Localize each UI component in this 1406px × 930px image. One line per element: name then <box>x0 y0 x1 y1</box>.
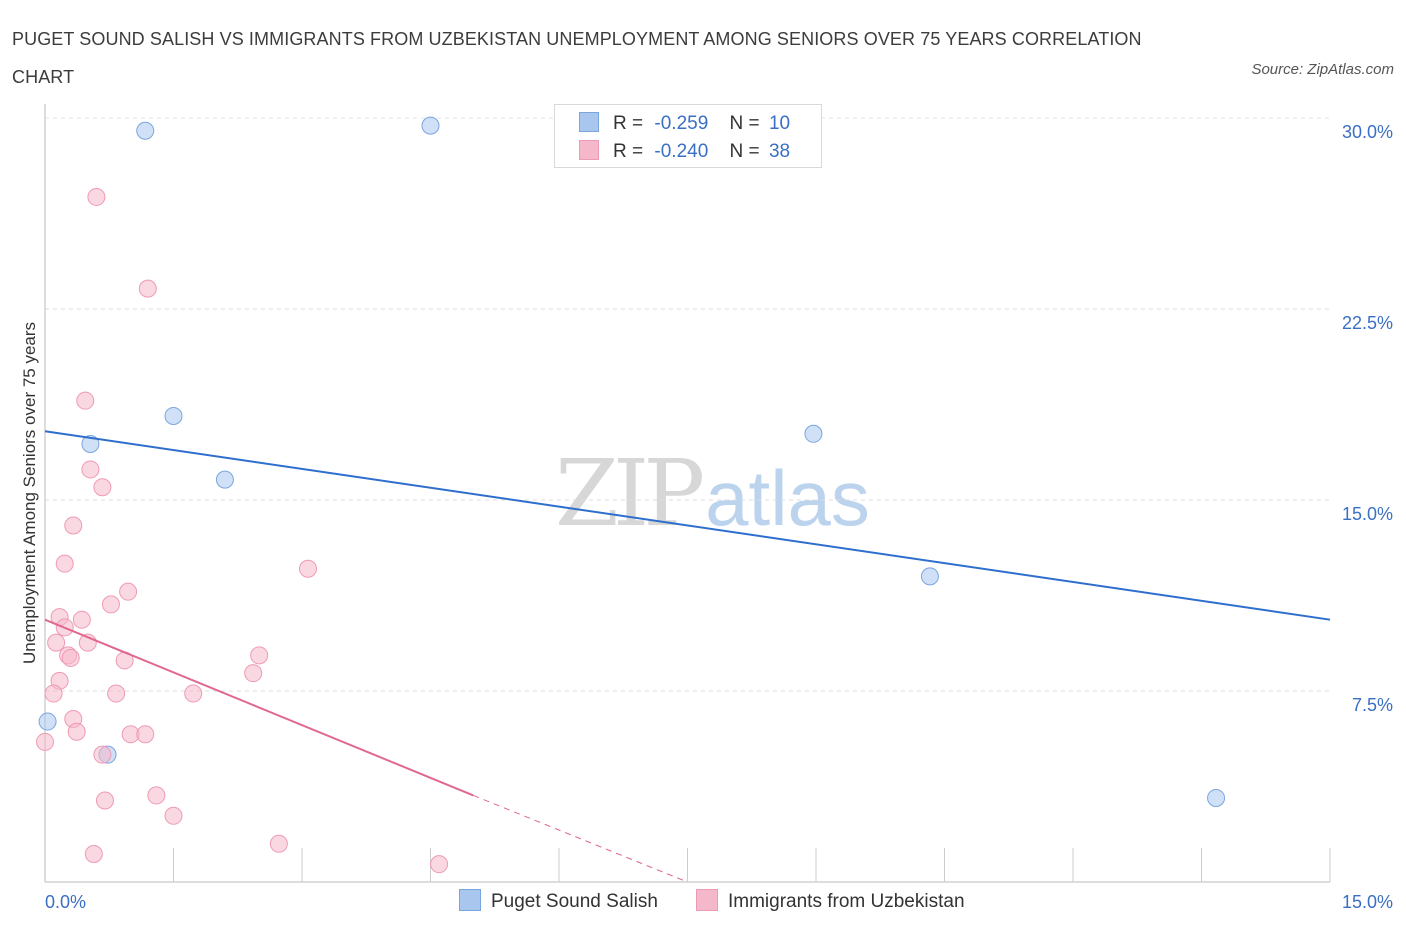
watermark: ZIPatlas <box>555 440 870 547</box>
data-point-uzbekistan <box>44 684 63 703</box>
stats-n-value: 38 <box>768 141 791 162</box>
y-axis-label: Unemployment Among Seniors over 75 years <box>20 322 39 664</box>
data-point-uzbekistan <box>147 786 166 805</box>
data-point-uzbekistan <box>93 745 112 764</box>
data-point-salish <box>804 424 823 443</box>
watermark-zip: ZIP <box>555 440 705 547</box>
data-point-salish <box>164 406 183 425</box>
data-point-uzbekistan <box>64 516 83 535</box>
data-point-uzbekistan <box>61 648 80 667</box>
y-tick-label: 30.0% <box>1342 122 1393 142</box>
data-point-uzbekistan <box>87 187 106 206</box>
data-point-uzbekistan <box>101 595 120 614</box>
watermark-atlas: atlas <box>705 454 870 542</box>
stats-swatch-uzbekistan <box>579 140 599 160</box>
trend-line-uzbekistan <box>44 618 474 797</box>
x-tick-label: 0.0% <box>45 892 86 912</box>
data-point-uzbekistan <box>93 478 112 497</box>
data-point-uzbekistan <box>138 279 157 298</box>
legend-label-uzbekistan: Immigrants from Uzbekistan <box>728 891 965 912</box>
data-point-uzbekistan <box>250 646 269 665</box>
source-label: Source: ZipAtlas.com <box>1251 61 1394 78</box>
data-point-uzbekistan <box>81 460 100 479</box>
data-point-uzbekistan <box>95 791 114 810</box>
stats-r-label: R = <box>613 113 644 134</box>
data-point-uzbekistan <box>136 725 155 744</box>
y-tick-label: 7.5% <box>1352 695 1393 715</box>
data-point-uzbekistan <box>67 722 86 741</box>
data-point-uzbekistan <box>76 391 95 410</box>
x-tick-label: 15.0% <box>1342 892 1393 912</box>
data-point-uzbekistan <box>164 806 183 825</box>
data-point-salish <box>920 567 939 586</box>
y-tick-label: 15.0% <box>1342 504 1393 524</box>
legend-swatch-uzbekistan <box>696 889 718 911</box>
data-point-uzbekistan <box>184 684 203 703</box>
stats-swatch-salish <box>579 112 599 132</box>
data-point-uzbekistan <box>84 844 103 863</box>
legend-swatch-salish <box>459 889 481 911</box>
y-tick-label: 22.5% <box>1342 313 1393 333</box>
data-point-salish <box>81 434 100 453</box>
stats-row-salish: R = -0.259 N = 10 <box>579 110 790 138</box>
data-point-salish <box>38 712 57 731</box>
legend-item-salish: Puget Sound Salish <box>459 889 658 913</box>
stats-n-value: 10 <box>768 113 791 134</box>
stats-box: R = -0.259 N = 10 R = -0.240 N = 38 <box>554 104 822 168</box>
legend-item-uzbekistan: Immigrants from Uzbekistan <box>696 889 965 913</box>
trend-line-uzbekistan-extension <box>473 794 688 883</box>
data-point-salish <box>421 116 440 135</box>
data-point-uzbekistan <box>298 559 317 578</box>
data-point-uzbekistan <box>269 834 288 853</box>
data-point-uzbekistan <box>47 633 66 652</box>
data-point-uzbekistan <box>244 664 263 683</box>
data-point-salish <box>1207 788 1226 807</box>
data-point-salish <box>215 470 234 489</box>
trend-line-salish <box>44 430 1331 621</box>
data-point-uzbekistan <box>119 582 138 601</box>
chart-title: PUGET SOUND SALISH VS IMMIGRANTS FROM UZ… <box>12 29 1142 87</box>
data-point-uzbekistan <box>55 554 74 573</box>
legend-label-salish: Puget Sound Salish <box>491 891 658 912</box>
data-point-salish <box>136 121 155 140</box>
stats-n-label: N = <box>729 113 760 134</box>
stats-row-uzbekistan: R = -0.240 N = 38 <box>579 138 790 166</box>
stats-r-value: -0.240 <box>654 141 709 162</box>
stats-n-label: N = <box>729 141 760 162</box>
data-point-uzbekistan <box>72 610 91 629</box>
stats-r-value: -0.259 <box>654 113 709 134</box>
data-point-uzbekistan <box>36 732 54 751</box>
data-point-uzbekistan <box>430 855 449 874</box>
stats-r-label: R = <box>613 141 644 162</box>
data-point-uzbekistan <box>107 684 126 703</box>
